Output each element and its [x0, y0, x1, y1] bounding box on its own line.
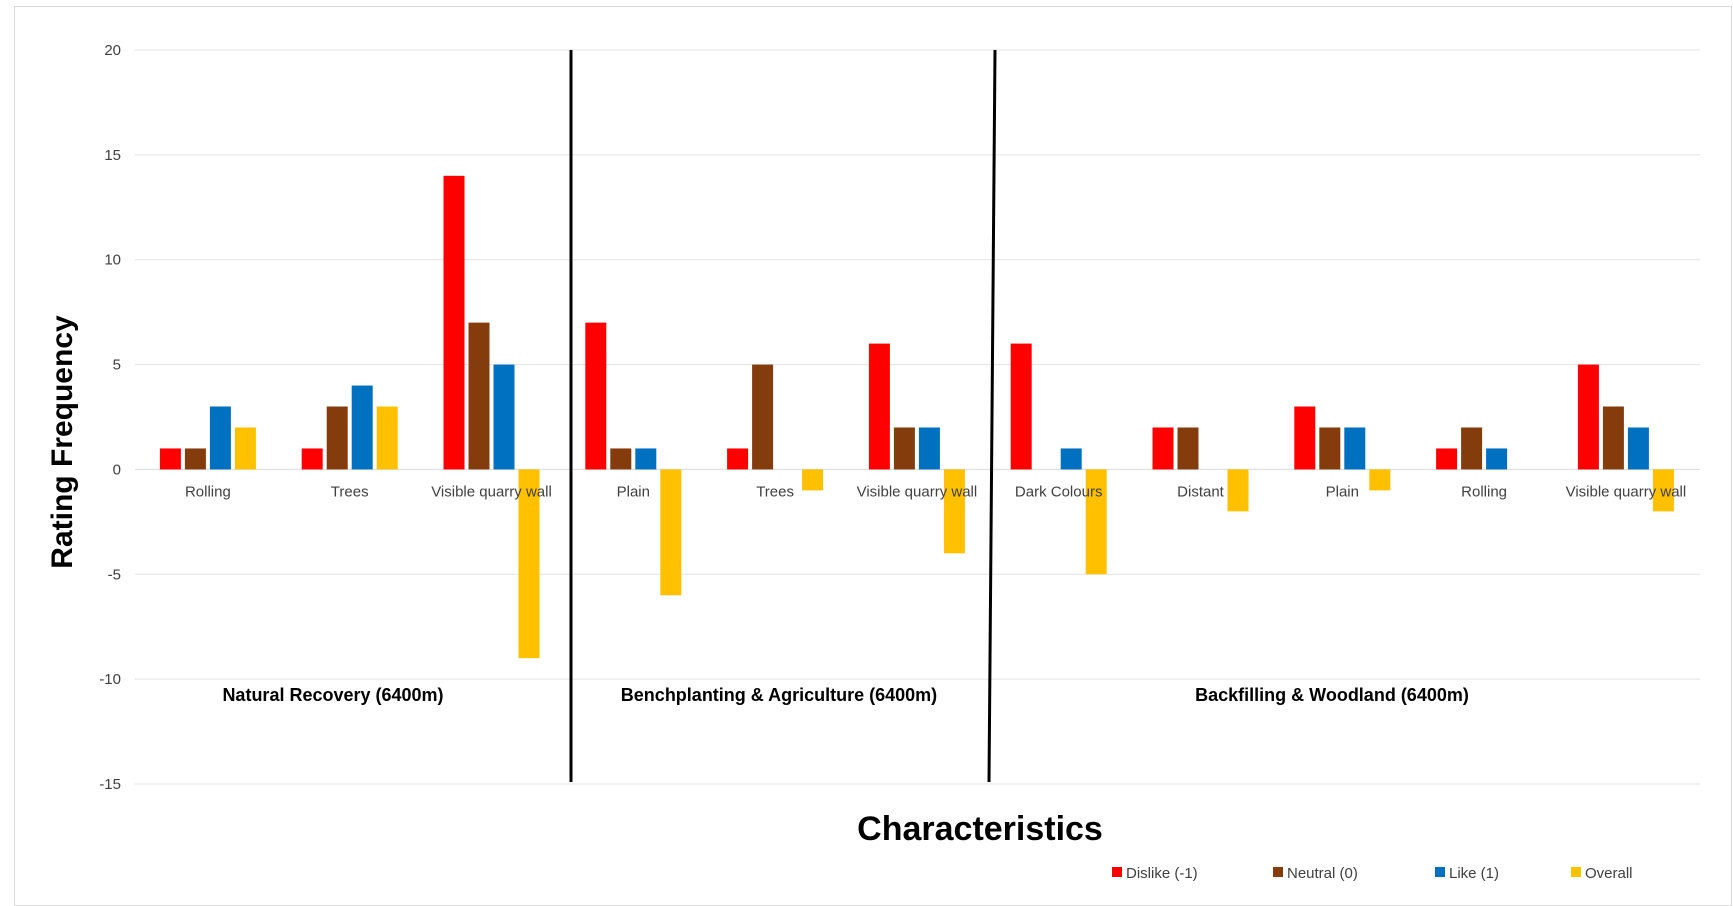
- legend-label: Overall: [1585, 865, 1633, 882]
- legend-label: Like (1): [1449, 865, 1499, 882]
- y-axis-ticks: 20 15 10 5 0 -5 -10 -15: [99, 42, 121, 793]
- bar-neutral-0: [184, 448, 206, 470]
- bar-neutral-0: [1319, 427, 1341, 470]
- category-label: Visible quarry wall: [857, 483, 978, 500]
- bar-dislike-1: [1010, 343, 1032, 470]
- bar-overall: [943, 469, 965, 554]
- bar-dislike-1: [443, 175, 465, 470]
- legend-swatch: [1435, 867, 1445, 877]
- y-tick-label: 15: [104, 147, 121, 164]
- bar-dislike-1: [727, 448, 749, 470]
- bar-neutral-0: [1177, 427, 1199, 470]
- bar-neutral-0: [610, 448, 632, 470]
- category-label: Distant: [1177, 483, 1225, 500]
- legend-label: Dislike (-1): [1126, 865, 1198, 882]
- category-labels: Rolling Trees Visible quarry wall Plain Tree…: [185, 483, 1686, 500]
- bar-overall: [1227, 469, 1249, 512]
- bar-overall: [1652, 469, 1674, 512]
- bar-dislike-1: [1294, 406, 1316, 470]
- bar-neutral-0: [1602, 406, 1624, 470]
- category-label: Visible quarry wall: [431, 483, 552, 500]
- group-label: Natural Recovery (6400m): [222, 685, 443, 705]
- group-dividers: [569, 49, 997, 783]
- y-tick-label: -15: [99, 776, 121, 793]
- bar-dislike-1: [1577, 364, 1599, 470]
- bar-neutral-0: [893, 427, 915, 470]
- category-label: Rolling: [185, 483, 231, 500]
- y-tick-label: 0: [113, 461, 121, 478]
- bar-like-1: [493, 364, 515, 470]
- bar-neutral-0: [752, 364, 774, 470]
- bar-like-1: [1344, 427, 1366, 470]
- bar-dislike-1: [1436, 448, 1458, 470]
- bar-like-1: [351, 385, 373, 470]
- y-tick-label: -5: [108, 566, 121, 583]
- category-label: Rolling: [1461, 483, 1507, 500]
- category-label: Dark Colours: [1015, 483, 1103, 500]
- legend-swatch: [1273, 867, 1283, 877]
- y-axis-title: Rating Frequency: [46, 315, 79, 569]
- bar-overall: [376, 406, 398, 470]
- category-label: Visible quarry wall: [1566, 483, 1687, 500]
- bar-like-1: [1060, 448, 1082, 470]
- bar-like-1: [635, 448, 657, 470]
- category-label: Trees: [756, 483, 794, 500]
- x-axis-title: Characteristics: [857, 810, 1103, 848]
- bar-like-1: [1486, 448, 1508, 470]
- bar-overall: [1369, 469, 1391, 491]
- group-label: Benchplanting & Agriculture (6400m): [621, 685, 937, 705]
- legend-swatch: [1112, 867, 1122, 877]
- bar-dislike-1: [585, 322, 607, 470]
- bar-dislike-1: [159, 448, 181, 470]
- y-tick-label: -10: [99, 671, 121, 688]
- category-label: Plain: [617, 483, 650, 500]
- bar-overall: [234, 427, 256, 470]
- bar-neutral-0: [468, 322, 490, 470]
- bar-dislike-1: [1152, 427, 1174, 470]
- category-label: Trees: [331, 483, 369, 500]
- group-labels: Natural Recovery (6400m) Benchplanting & …: [222, 685, 1468, 705]
- bar-neutral-0: [326, 406, 348, 470]
- bar-overall: [802, 469, 824, 491]
- bar-overall: [1085, 469, 1107, 575]
- bar-overall: [518, 469, 540, 659]
- bar-neutral-0: [1461, 427, 1483, 470]
- bar-dislike-1: [301, 448, 323, 470]
- bar-like-1: [209, 406, 231, 470]
- group-divider: [987, 49, 997, 783]
- y-tick-label: 5: [113, 357, 121, 374]
- legend-label: Neutral (0): [1287, 865, 1358, 882]
- bar-like-1: [1627, 427, 1649, 470]
- bars: [159, 175, 1674, 659]
- bar-overall: [660, 469, 682, 596]
- bar-dislike-1: [868, 343, 890, 470]
- bar-like-1: [918, 427, 940, 470]
- legend: Dislike (-1) Neutral (0) Like (1) Overall: [1112, 865, 1633, 882]
- y-tick-label: 10: [104, 252, 121, 269]
- group-label: Backfilling & Woodland (6400m): [1195, 685, 1469, 705]
- y-tick-label: 20: [104, 42, 121, 59]
- legend-swatch: [1571, 867, 1581, 877]
- category-label: Plain: [1326, 483, 1359, 500]
